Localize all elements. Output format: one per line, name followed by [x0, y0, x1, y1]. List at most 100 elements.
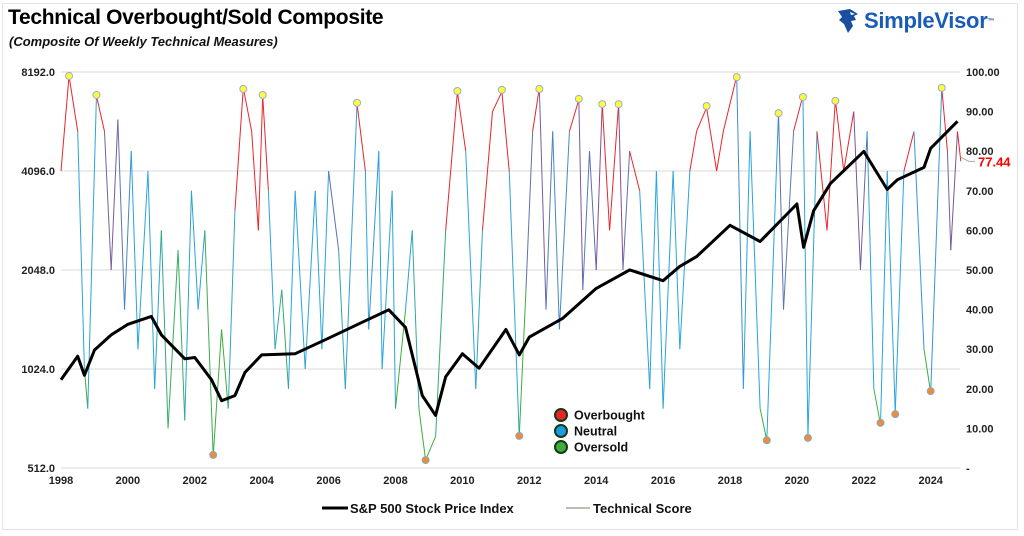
overbought-marker — [732, 73, 741, 82]
logo-text: SimpleVisor — [864, 8, 988, 33]
technical-score-segment — [759, 408, 768, 441]
technical-score-segment — [304, 190, 316, 370]
technical-score-segment — [338, 250, 346, 389]
overbought-marker — [353, 98, 362, 107]
technical-score-segment — [913, 131, 925, 350]
technical-score-segment — [68, 75, 79, 132]
technical-score-segment — [601, 103, 611, 231]
technical-score-segment — [903, 131, 915, 172]
technical-score-segment — [826, 99, 836, 231]
technical-score-segment — [793, 95, 804, 132]
right-axis-tick: 10.00 — [966, 423, 994, 435]
technical-score-segment — [525, 131, 534, 290]
technical-score-segment — [267, 190, 276, 350]
x-axis-tick: 2024 — [918, 475, 943, 487]
chart-title: Technical Overbought/Sold Composite — [8, 6, 384, 29]
oversold-marker — [515, 431, 524, 440]
technical-score-segment — [696, 107, 708, 132]
technical-score-segment — [344, 103, 358, 389]
technical-score-segment — [672, 170, 681, 350]
technical-score-segment — [834, 99, 845, 172]
technical-score-segment — [257, 95, 264, 231]
right-axis-tick: 90.00 — [966, 107, 994, 119]
overbought-marker — [497, 85, 506, 94]
technical-score-segment — [124, 151, 132, 310]
technical-score-segment — [501, 91, 510, 172]
technical-score-segment — [609, 103, 620, 231]
technical-score-segment — [481, 111, 494, 231]
technical-score-segment — [167, 250, 179, 429]
technical-score-segment — [778, 111, 785, 310]
technical-score-segment — [582, 151, 591, 290]
technical-score-segment — [381, 190, 393, 370]
legend-label-oversold: Oversold — [574, 441, 628, 455]
technical-score-segment — [722, 75, 738, 132]
inner-legend: Overbought Neutral Oversold — [554, 408, 646, 455]
technical-score-segment — [465, 151, 477, 389]
technical-score-segment — [391, 190, 396, 409]
technical-score-segment — [956, 131, 962, 162]
overbought-marker — [702, 102, 711, 111]
x-axis-tick: 2000 — [116, 475, 140, 487]
sp500-line — [59, 120, 959, 417]
oversold-marker — [891, 410, 900, 419]
overbought-marker — [535, 85, 544, 94]
x-axis-tick: 2008 — [383, 475, 407, 487]
technical-score-segment — [103, 131, 112, 271]
last-value-label: 77.44 — [978, 154, 1011, 169]
technical-score-segment — [364, 170, 370, 330]
technical-score-segment — [110, 119, 119, 271]
technical-score-segment — [589, 151, 597, 271]
technical-score-segment — [184, 190, 192, 421]
left-axis-tick: 1024.0 — [21, 364, 55, 376]
bottom-legend: S&P 500 Stock Price Index Technical Score — [322, 501, 692, 516]
technical-score-segment — [287, 190, 296, 389]
overbought-marker — [92, 90, 101, 99]
x-axis-tick: 2010 — [450, 475, 474, 487]
technical-score-legend-label: Technical Score — [593, 501, 692, 516]
right-axis-tick: 70.00 — [966, 186, 994, 198]
left-axis-tick: 2048.0 — [21, 265, 55, 277]
legend-label-overbought: Overbought — [574, 409, 646, 423]
overbought-marker — [798, 92, 807, 101]
technical-score-segment — [766, 111, 780, 441]
technical-score-segment — [545, 131, 554, 310]
technical-score-segment — [95, 95, 105, 132]
logo-trademark: ™ — [987, 17, 995, 25]
technical-score-segment — [87, 95, 97, 409]
left-axis-tick: 4096.0 — [21, 166, 55, 178]
x-axis-tick: 2006 — [316, 475, 340, 487]
technical-score-segment — [807, 131, 818, 437]
technical-score-segment — [866, 131, 875, 389]
technical-score-segment — [558, 131, 570, 330]
technical-score-segment — [475, 230, 483, 389]
overbought-marker — [774, 109, 783, 118]
technical-score-segment — [137, 170, 149, 350]
technical-score-segment — [595, 103, 603, 271]
technical-score-segment — [405, 230, 413, 310]
technical-score-segment — [946, 151, 952, 251]
overbought-marker — [614, 100, 623, 109]
technical-score-segment — [456, 91, 467, 152]
technical-score-segment — [689, 131, 698, 172]
technical-score-segment — [880, 170, 888, 425]
technical-score-segment — [742, 131, 751, 389]
x-axis-tick: 2022 — [852, 475, 876, 487]
technical-score-segment — [622, 151, 631, 271]
technical-score-segment — [328, 170, 340, 251]
technical-score-segment — [492, 91, 503, 112]
right-axis-tick: 40.00 — [966, 305, 994, 317]
right-axis-tick: 80.00 — [966, 146, 994, 158]
technical-score-segment — [321, 170, 330, 350]
technical-score-segment — [716, 131, 724, 172]
technical-score-segment — [873, 388, 882, 425]
technical-score-segment — [923, 349, 932, 393]
technical-score-segment — [242, 87, 253, 132]
technical-score-segment — [802, 95, 809, 437]
overbought-marker — [937, 83, 946, 92]
oversold-marker — [876, 418, 885, 427]
x-axis-tick: 2014 — [584, 475, 609, 487]
technical-score-segment — [629, 151, 641, 191]
technical-score-segment — [518, 289, 527, 437]
technical-score-segment — [706, 107, 718, 172]
